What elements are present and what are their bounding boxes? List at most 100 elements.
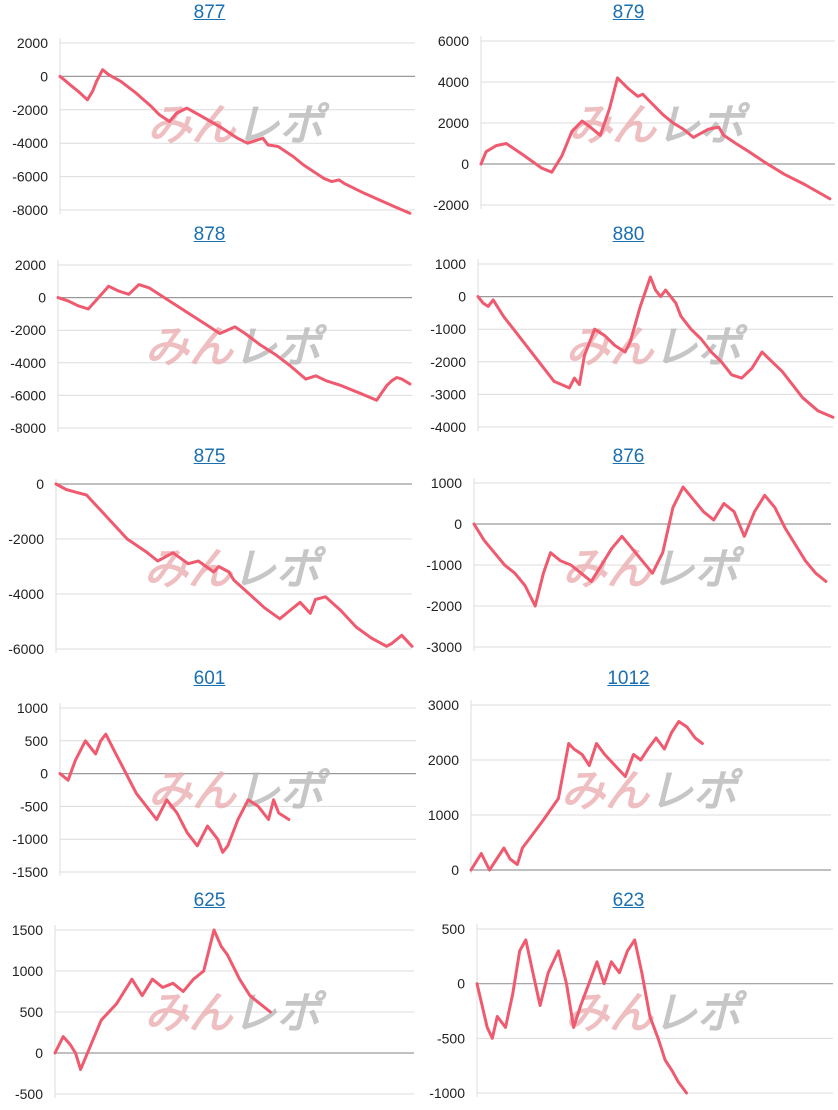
y-tick-label: 1000 xyxy=(428,807,459,823)
y-tick-label: 1000 xyxy=(435,256,466,272)
svg-text:みん: みん xyxy=(568,101,658,150)
series-line xyxy=(479,76,832,201)
y-tick-label: -500 xyxy=(15,1086,43,1102)
chart-svg: 1000 0 -1000 -2000 -3000 みん レポ xyxy=(426,475,831,655)
watermark-logo: みん レポ xyxy=(568,101,751,150)
watermark-logo: みん レポ xyxy=(563,545,746,594)
chart-panel-876: 1000 0 -1000 -2000 -3000 みん レポ 876 xyxy=(419,444,838,666)
chart-title-link[interactable]: 878 xyxy=(193,224,226,245)
y-tick-label: 0 xyxy=(40,68,48,84)
chart-panel-877: 2000 0 -2000 -4000 -6000 -8000 みん レポ 877 xyxy=(0,0,419,222)
y-tick-label: -4000 xyxy=(430,419,466,435)
y-tick-label: 0 xyxy=(38,290,46,306)
y-tick-label: -2000 xyxy=(430,354,466,370)
chart-title-link[interactable]: 625 xyxy=(193,890,226,911)
chart-svg: 3000 2000 1000 0 みん レポ xyxy=(428,697,831,878)
y-tick-label: -4000 xyxy=(8,586,44,602)
chart-title-link[interactable]: 880 xyxy=(612,224,645,245)
chart-panel-625: 1500 1000 500 0 -500 みん レポ 625 xyxy=(0,888,419,1110)
chart-title-link[interactable]: 877 xyxy=(193,2,226,23)
chart-svg: 1000 500 0 -500 -1000 -1500 みん レポ xyxy=(12,700,416,880)
chart-title-link[interactable]: 623 xyxy=(612,890,645,911)
watermark-logo: みん レポ xyxy=(565,989,748,1038)
y-tick-label: 1000 xyxy=(431,475,462,491)
y-tick-label: 1000 xyxy=(17,700,48,716)
y-tick-label: -4000 xyxy=(10,355,46,371)
y-tick-label: 1500 xyxy=(12,922,43,938)
chart-panel-879: 6000 4000 2000 0 -2000 みん レポ 879 xyxy=(419,0,838,222)
chart-title-link[interactable]: 601 xyxy=(193,668,226,689)
chart-title-link[interactable]: 876 xyxy=(612,446,645,467)
svg-text:レポ: レポ xyxy=(651,545,746,594)
svg-text:レポ: レポ xyxy=(232,545,327,594)
svg-text:レポ: レポ xyxy=(236,767,331,816)
y-tick-label: 4000 xyxy=(438,74,469,90)
y-tick-label: 2000 xyxy=(15,257,46,273)
y-tick-label: 0 xyxy=(458,289,466,305)
chart-panel-623: 500 0 -500 -1000 みん レポ 623 xyxy=(419,888,838,1110)
y-tick-label: -500 xyxy=(20,798,48,814)
y-tick-label: 500 xyxy=(20,1004,44,1020)
y-tick-label: 0 xyxy=(457,976,465,992)
y-tick-label: 3000 xyxy=(428,697,459,713)
y-tick-label: -8000 xyxy=(10,420,46,436)
svg-text:レポ: レポ xyxy=(233,323,328,372)
chart-panel-880: 1000 0 -1000 -2000 -3000 -4000 みん レポ 880 xyxy=(419,222,838,444)
svg-text:みん: みん xyxy=(144,545,234,594)
watermark-logo: みん レポ xyxy=(144,545,327,594)
svg-text:みん: みん xyxy=(145,323,235,372)
y-tick-label: -6000 xyxy=(12,169,48,185)
series-line xyxy=(58,732,291,854)
y-tick-label: -6000 xyxy=(8,641,44,657)
y-tick-label: -1000 xyxy=(12,831,48,847)
chart-title-link[interactable]: 879 xyxy=(612,2,645,23)
y-tick-label: 2000 xyxy=(438,115,469,131)
y-tick-label: -500 xyxy=(437,1030,465,1046)
svg-text:みん: みん xyxy=(561,767,651,816)
series-line xyxy=(58,68,412,215)
y-tick-label: -3000 xyxy=(430,386,466,402)
svg-text:みん: みん xyxy=(565,989,655,1038)
chart-title-link[interactable]: 1012 xyxy=(607,668,650,689)
y-tick-label: 500 xyxy=(442,921,466,937)
y-tick-label: -8000 xyxy=(12,202,48,218)
y-tick-label: -1000 xyxy=(430,321,466,337)
chart-panel-1012: 3000 2000 1000 0 みん レポ 1012 xyxy=(419,666,838,888)
y-tick-label: 2000 xyxy=(428,752,459,768)
y-tick-label: -2000 xyxy=(8,531,44,547)
y-tick-label: -1500 xyxy=(12,864,48,880)
chart-svg: 500 0 -500 -1000 みん レポ xyxy=(429,921,833,1101)
y-tick-label: -2000 xyxy=(433,197,469,213)
watermark-logo: みん レポ xyxy=(148,767,331,816)
watermark-logo: みん レポ xyxy=(145,323,328,372)
y-tick-label: -1000 xyxy=(429,1085,465,1101)
chart-title-link[interactable]: 875 xyxy=(193,446,226,467)
watermark-logo: みん レポ xyxy=(561,767,744,816)
y-tick-label: 0 xyxy=(35,1045,43,1061)
chart-svg: 1500 1000 500 0 -500 みん レポ xyxy=(12,922,414,1102)
watermark-logo: みん レポ xyxy=(148,101,331,150)
chart-panel-601: 1000 500 0 -500 -1000 -1500 みん レポ 601 xyxy=(0,666,419,888)
watermark-logo: みん レポ xyxy=(145,989,328,1038)
chart-panel-875: 0 -2000 -4000 -6000 みん レポ 875 xyxy=(0,444,419,666)
y-tick-label: -1000 xyxy=(426,557,462,573)
svg-text:みん: みん xyxy=(148,101,238,150)
y-tick-label: 0 xyxy=(40,766,48,782)
y-tick-label: 0 xyxy=(461,156,469,172)
y-tick-label: 2000 xyxy=(17,35,48,51)
series-line xyxy=(472,485,828,608)
y-tick-label: -6000 xyxy=(10,387,46,403)
svg-text:レポ: レポ xyxy=(654,323,749,372)
svg-text:みん: みん xyxy=(566,323,656,372)
y-tick-label: -2000 xyxy=(426,598,462,614)
y-tick-label: 0 xyxy=(454,516,462,532)
y-tick-label: -2000 xyxy=(12,102,48,118)
watermark-logo: みん レポ xyxy=(566,323,749,372)
y-tick-label: 1000 xyxy=(12,963,43,979)
svg-text:レポ: レポ xyxy=(649,767,744,816)
chart-panel-878: 2000 0 -2000 -4000 -6000 -8000 みん レポ 878 xyxy=(0,222,419,444)
svg-text:みん: みん xyxy=(145,989,235,1038)
chart-svg: 1000 0 -1000 -2000 -3000 -4000 みん レポ xyxy=(430,256,835,435)
series-line xyxy=(54,482,414,648)
series-line xyxy=(56,283,412,402)
